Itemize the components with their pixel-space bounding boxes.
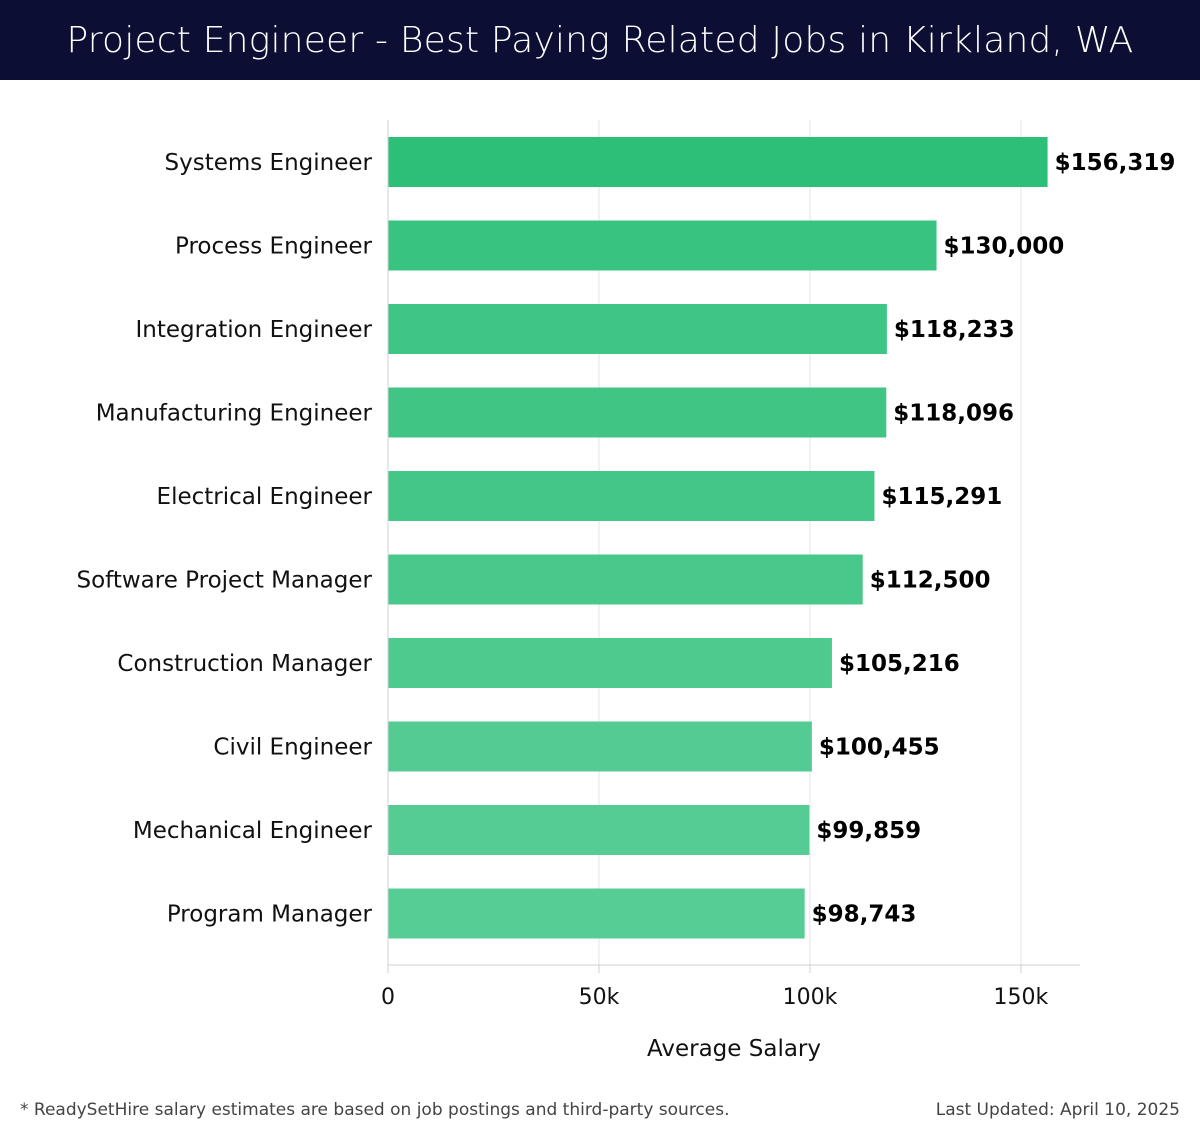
bar bbox=[388, 220, 937, 271]
category-label: Electrical Engineer bbox=[157, 484, 373, 510]
x-tick-label: 50k bbox=[579, 985, 620, 1010]
chart-header: Project Engineer - Best Paying Related J… bbox=[0, 0, 1200, 80]
source-footnote: * ReadySetHire salary estimates are base… bbox=[20, 1100, 730, 1120]
value-label: $118,233 bbox=[894, 317, 1015, 343]
bar bbox=[388, 554, 863, 605]
category-label: Process Engineer bbox=[175, 234, 373, 260]
value-label: $98,743 bbox=[812, 902, 917, 928]
value-label: $105,216 bbox=[839, 651, 960, 677]
category-label: Integration Engineer bbox=[136, 317, 373, 343]
category-label: Civil Engineer bbox=[213, 735, 372, 761]
value-label: $115,291 bbox=[881, 484, 1002, 510]
x-tick-label: 0 bbox=[381, 985, 395, 1010]
category-label: Software Project Manager bbox=[76, 568, 372, 594]
bar bbox=[388, 137, 1048, 187]
bar bbox=[388, 638, 832, 688]
last-updated-text: Last Updated: April 10, 2025 bbox=[935, 1100, 1180, 1120]
x-tick-label: 150k bbox=[994, 985, 1049, 1010]
value-label: $99,859 bbox=[816, 818, 921, 844]
category-label: Construction Manager bbox=[117, 651, 372, 677]
value-label: $156,319 bbox=[1055, 150, 1176, 176]
value-label: $118,096 bbox=[893, 401, 1014, 427]
value-label: $100,455 bbox=[819, 735, 940, 761]
chart-title: Project Engineer - Best Paying Related J… bbox=[66, 19, 1134, 61]
bar bbox=[388, 888, 805, 939]
bar bbox=[388, 387, 887, 438]
value-label: $112,500 bbox=[870, 568, 991, 594]
category-label: Manufacturing Engineer bbox=[96, 401, 373, 427]
bar bbox=[388, 304, 887, 354]
bar bbox=[388, 471, 875, 521]
category-label: Program Manager bbox=[167, 902, 373, 928]
bar bbox=[388, 721, 812, 772]
bar bbox=[388, 805, 810, 855]
x-axis-title: Average Salary bbox=[647, 1036, 821, 1062]
category-label: Mechanical Engineer bbox=[133, 818, 373, 844]
value-label: $130,000 bbox=[944, 234, 1065, 260]
category-label: Systems Engineer bbox=[165, 150, 373, 176]
x-tick-label: 100k bbox=[783, 985, 838, 1010]
